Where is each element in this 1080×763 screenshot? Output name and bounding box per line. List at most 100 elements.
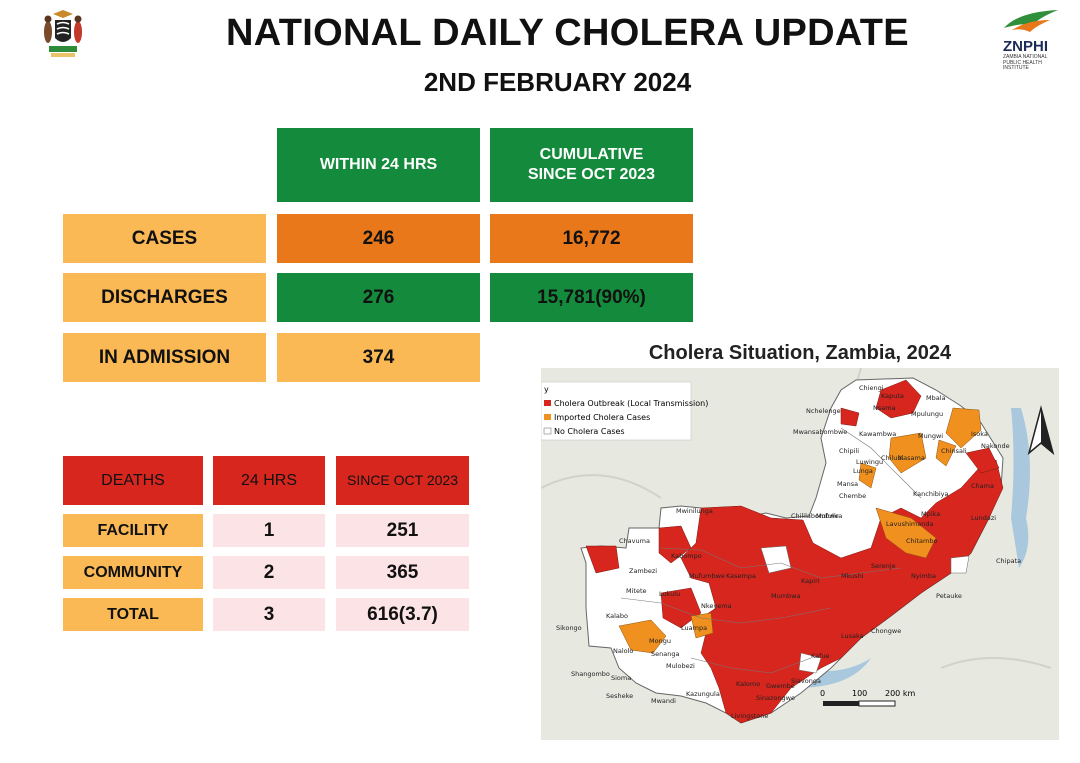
district-label: Lavushimanda (886, 520, 933, 528)
community-24hrs: 2 (213, 556, 325, 589)
total-24hrs: 3 (213, 598, 325, 631)
district-label: Chavuma (619, 537, 650, 545)
district-label: Lukulu (659, 590, 680, 598)
district-label: Kaputa (881, 392, 904, 400)
district-label: Nchelenge (806, 407, 841, 415)
legend-label-outbreak: Cholera Outbreak (Local Transmission) (554, 399, 708, 408)
row-label-facility: FACILITY (63, 514, 203, 547)
deaths-col-since-oct: SINCE OCT 2023 (336, 456, 469, 505)
district-label: Lundazi (971, 514, 996, 522)
district-label: Nkeyema (701, 602, 732, 610)
map-legend: y Cholera Outbreak (Local Transmission) … (541, 381, 708, 441)
district-label: Livingstone (731, 712, 768, 720)
report-date: 2ND FEBRUARY 2024 (423, 67, 692, 97)
col-header-cumulative-line1: CUMULATIVE (539, 146, 644, 163)
row-label-community: COMMUNITY (63, 556, 203, 589)
district-label: Mwinilunga (676, 507, 713, 515)
district-label: Mufumbwe (689, 572, 725, 580)
facility-since-oct: 251 (336, 514, 469, 547)
district-label: Sikongo (556, 624, 582, 632)
district-label: Luwingu (856, 458, 883, 466)
district-label: Kapiri (801, 577, 820, 585)
deaths-col-24hrs: 24 HRS (213, 456, 325, 505)
discharges-cumulative: 15,781(90%) (490, 273, 693, 322)
discharges-24hrs: 276 (277, 273, 480, 322)
district-label: Gwembe (766, 682, 795, 690)
district-label: Lunga (853, 467, 873, 475)
row-label-discharges: DISCHARGES (63, 273, 266, 322)
outbreak-districts (585, 379, 1004, 724)
district-label: Kanchibiya (913, 490, 949, 498)
col-header-cumulative: CUMULATIVE SINCE OCT 2023 (490, 128, 693, 202)
cases-24hrs: 246 (277, 214, 480, 263)
lake-malawi (1011, 408, 1030, 568)
community-since-oct: 365 (336, 556, 469, 589)
legend-swatch-imported (544, 414, 551, 420)
row-label-in-admission: IN ADMISSION (63, 333, 266, 382)
district-label: Siavonga (791, 677, 821, 685)
col-header-cumulative-line2: SINCE OCT 2023 (527, 166, 656, 183)
district-label: Petauke (936, 592, 962, 600)
district-label: Chongwe (871, 627, 901, 635)
district-label: Chilubi (881, 454, 904, 462)
district-label: Nakonde (981, 442, 1010, 450)
scale-label-200: 200 km (885, 689, 915, 698)
col-header-24hrs-label: WITHIN 24 HRS (319, 156, 438, 173)
row-label-total: TOTAL (63, 598, 203, 631)
cases-cumulative: 16,772 (490, 214, 693, 263)
district-label: Serenje (871, 562, 896, 570)
district-label: Mufulira (816, 512, 842, 520)
scale-label-0: 0 (820, 689, 825, 698)
map-title: Cholera Situation, Zambia, 2024 (648, 342, 952, 364)
col-header-24hrs: WITHIN 24 HRS (277, 128, 480, 202)
district-label: Nalolo (613, 647, 633, 655)
district-label: Chipata (996, 557, 1021, 565)
district-label: Kabompo (671, 552, 702, 560)
district-label: Mansa (837, 480, 858, 488)
legend-label-none: No Cholera Cases (554, 427, 625, 436)
north-arrow-icon (1027, 405, 1055, 456)
district-label: Sinazongwe (756, 694, 795, 702)
district-label: Nyimba (911, 572, 936, 580)
legend-swatch-outbreak (544, 400, 551, 406)
imported-districts (618, 407, 982, 654)
district-label: Shangombo (571, 670, 610, 678)
district-label: Chililabombwe (791, 512, 839, 520)
district-label: Mpika (921, 510, 940, 518)
district-label: Chinsali (941, 447, 967, 455)
legend-title: y (544, 385, 549, 394)
znphi-bird-icon (1004, 10, 1058, 32)
district-label: Mongu (649, 637, 671, 645)
district-label: Mpulungu (911, 410, 943, 418)
district-label: Mwandi (651, 697, 676, 705)
district-label: Chipili (839, 447, 859, 455)
deaths-header: DEATHS (63, 456, 203, 505)
district-label: Mungwi (918, 432, 943, 440)
total-since-oct: 616(3.7) (336, 598, 469, 631)
legend-swatch-none (543, 427, 552, 435)
district-label: Kawambwa (859, 430, 896, 438)
zambia-map: y Cholera Outbreak (Local Transmission) … (541, 368, 1059, 740)
district-label: Nsama (873, 404, 896, 412)
district-label: Mitete (626, 587, 647, 595)
page-title: NATIONAL DAILY CHOLERA UPDATE (226, 12, 909, 54)
district-label: Kalomo (736, 680, 760, 688)
znphi-logo: ZNPHI ZAMBIA NATIONAL PUBLIC HEALTH INST… (998, 8, 1066, 71)
district-label: Isoka (971, 430, 988, 438)
district-label: Chitambo (906, 537, 937, 545)
district-label: Mumbwa (771, 592, 801, 600)
district-label: Mulobezi (666, 662, 695, 670)
district-label: Mkushi (841, 572, 864, 580)
cholera-map: y Cholera Outbreak (Local Transmission) … (541, 368, 1059, 740)
legend-label-imported: Imported Cholera Cases (554, 413, 650, 422)
district-label: Lusaka (841, 632, 864, 640)
district-label: Kafue (811, 652, 830, 660)
in-admission-24hrs: 374 (277, 333, 480, 382)
district-label: Chama (971, 482, 994, 490)
district-label: Kalabo (606, 612, 628, 620)
district-label: Mbala (926, 394, 946, 402)
district-label: Chembe (839, 492, 866, 500)
district-label: Senanga (651, 650, 679, 658)
scale-bar: 0 100 200 km (820, 689, 915, 707)
district-label: Sesheke (606, 692, 633, 700)
